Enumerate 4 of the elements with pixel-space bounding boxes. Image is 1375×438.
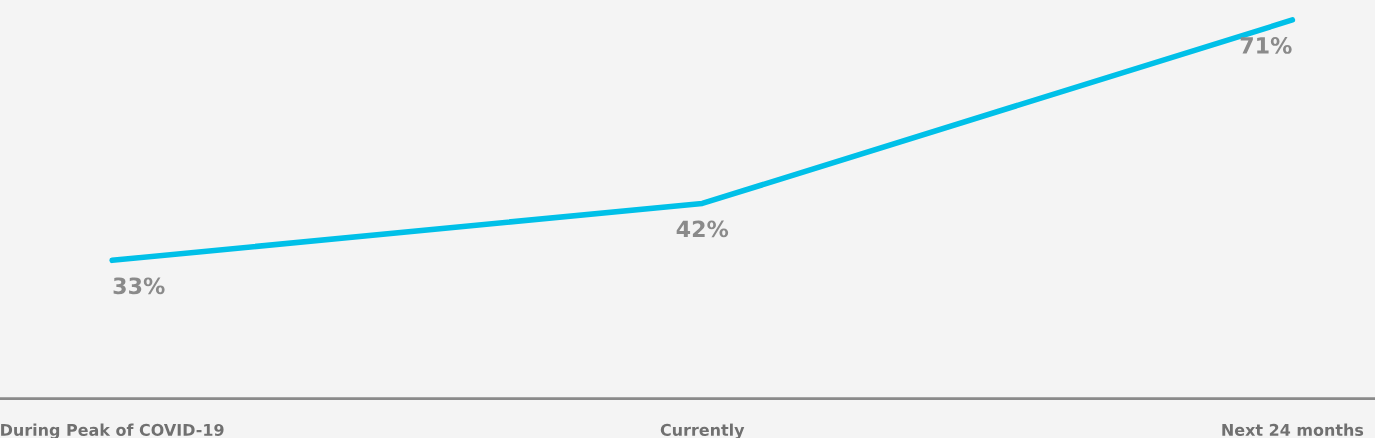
data-label: 71% xyxy=(1240,37,1292,54)
data-label: 33% xyxy=(113,277,165,295)
x-tick-label: Next 24 months xyxy=(1222,423,1364,436)
data-label: 42% xyxy=(676,220,729,238)
